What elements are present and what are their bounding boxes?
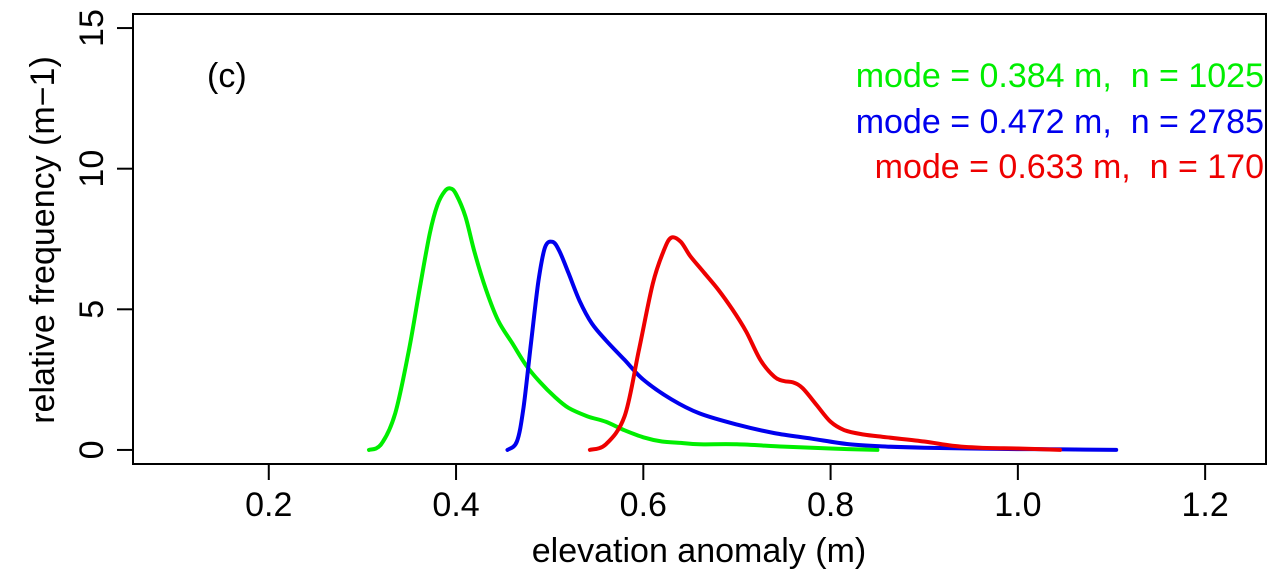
x-tick-label: 1.0 <box>994 486 1041 524</box>
legend: mode = 0.384 m, n = 1025 mode = 0.472 m,… <box>856 57 1264 186</box>
x-axis-label: elevation anomaly (m) <box>532 532 866 570</box>
x-tick-label: 0.6 <box>620 486 667 524</box>
series-line-1 <box>505 239 1119 452</box>
y-tick-label: 0 <box>73 440 111 459</box>
y-tick-label: 5 <box>73 300 111 319</box>
legend-entry-red: mode = 0.633 m, n = 170 <box>875 148 1264 186</box>
legend-entry-green: mode = 0.384 m, n = 1025 <box>856 57 1264 95</box>
x-tick-label: 1.2 <box>1182 486 1229 524</box>
panel-label: (c) <box>207 57 247 95</box>
x-tick-label: 0.4 <box>432 486 479 524</box>
y-axis-label: relative frequency (m−1) <box>24 56 62 424</box>
y-tick-label: 10 <box>73 150 111 188</box>
axis-layer: 0.2 0.4 0.6 0.8 1.0 1.2 0 5 10 15 <box>73 9 1229 524</box>
series-layer <box>367 186 1119 452</box>
x-tick-label: 0.8 <box>807 486 854 524</box>
x-tick-label: 0.2 <box>245 486 292 524</box>
y-tick-label: 15 <box>73 9 111 47</box>
series-line-0 <box>367 186 880 452</box>
series-line-2 <box>587 235 1062 452</box>
legend-entry-blue: mode = 0.472 m, n = 2785 <box>856 103 1264 141</box>
